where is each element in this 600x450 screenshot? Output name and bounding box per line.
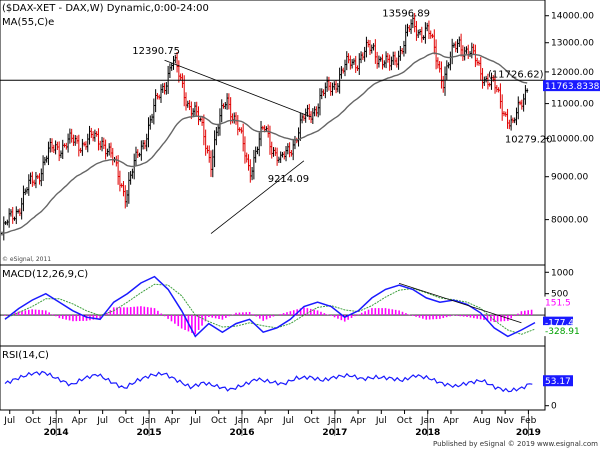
x-tick-label: Jan — [48, 416, 63, 426]
macd-value-badge — [543, 316, 573, 328]
price-y-tick-label: 12000.00 — [551, 68, 594, 78]
x-tick-label: Aug — [473, 416, 491, 426]
footer: Published by eSignal © 2019 www.esignal.… — [433, 440, 598, 448]
rsi-line — [4, 370, 533, 393]
x-tick-label: Apr — [257, 416, 273, 426]
x-tick-label: Oct — [118, 416, 134, 426]
x-tick-label: Jul — [3, 416, 15, 426]
price-annotation: 9214.09 — [268, 174, 309, 185]
x-tick-label: Jan — [234, 416, 249, 426]
x-year-label: 2014 — [44, 428, 69, 438]
rsi-y-tick-label: 0 — [551, 402, 557, 412]
macd-y-tick-label: 500 — [551, 290, 568, 300]
x-tick-label: Jan — [420, 416, 435, 426]
price-y-tick-label: 11000.00 — [551, 100, 594, 110]
rsi-panel: RSI(14,C) 500 53.17 — [0, 345, 573, 412]
macd-value-labels: 151.5 -177.41-328.91 — [543, 296, 580, 337]
ema-55-line — [1, 52, 528, 235]
macd-plot-area — [0, 264, 546, 347]
x-tick-label: Oct — [304, 416, 320, 426]
trendline — [164, 59, 312, 118]
x-year-label: 2017 — [322, 428, 347, 438]
macd-value-label: 151.5 — [545, 299, 571, 309]
moving-average-line — [1, 52, 528, 235]
price-annotation: 13596.89 — [382, 8, 430, 19]
x-year-label: 2015 — [137, 428, 162, 438]
rsi-value-text: 53.17 — [545, 377, 571, 387]
price-bar — [526, 88, 529, 93]
x-axis: Jul Oct Jan Apr Jul Oct Jan Apr Jul Oct Jan Apr Jul O… — [3, 410, 541, 438]
macd-trendline — [398, 283, 522, 324]
rsi-value-badge — [543, 375, 573, 387]
x-year-label: 2018 — [415, 428, 440, 438]
price-y-tick-label: 13000.00 — [551, 39, 594, 49]
price-annotations: (11726.62)11763.8338 12390.75 13596.89 9214… — [0, 8, 600, 234]
price-y-tick-label: 14000.00 — [551, 12, 594, 22]
x-tick-label: Jan — [327, 416, 342, 426]
x-tick-label: Apr — [443, 416, 459, 426]
rsi-series-line — [4, 370, 533, 393]
x-tick-label: Oct — [397, 416, 413, 426]
macd-line — [4, 275, 536, 338]
x-tick-label: Nov — [496, 416, 514, 426]
macd-value-label: -177.41 — [545, 319, 580, 329]
x-tick-label: Jul — [282, 416, 294, 426]
x-tick-label: Jul — [189, 416, 201, 426]
price-y-tick-label: 8000.00 — [551, 216, 588, 226]
last-price-badge — [543, 80, 600, 92]
rsi-title: RSI(14,C) — [2, 350, 49, 361]
trendline — [210, 160, 305, 234]
ma-label: MA(55,C)e — [2, 17, 54, 28]
watermark: © eSignal, 2011 — [2, 256, 51, 263]
x-tick-label: Apr — [350, 416, 366, 426]
macd-value-badge — [543, 296, 573, 308]
x-year-label: 2019 — [516, 428, 541, 438]
x-tick-label: Oct — [25, 416, 41, 426]
x-tick-label: Jul — [375, 416, 387, 426]
macd-title: MACD(12,26,9,C) — [2, 269, 88, 280]
macd-value-label: -328.91 — [545, 327, 580, 337]
horizontal-line-label: (11726.62) — [488, 69, 544, 80]
macd-value-badge — [543, 325, 573, 337]
x-tick-label: Jan — [141, 416, 156, 426]
macd-lines — [4, 275, 536, 338]
macd-panel: MACD(12,26,9,C) 1000 500 151.5 -177.41-328… — [0, 264, 580, 347]
last-price-label: 11763.8338 — [545, 82, 600, 92]
x-year-label: 2016 — [229, 428, 254, 438]
x-tick-label: Apr — [72, 416, 88, 426]
rsi-value-label: 53.17 — [543, 375, 573, 387]
price-annotation: 10279.20 — [505, 134, 553, 145]
price-y-axis: 14000.00 13000.00 12000.00 11000.00 10000.00… — [545, 12, 594, 226]
price-series — [1, 13, 529, 241]
signal-line — [4, 283, 536, 335]
price-chart-title: ($DAX-XET - DAX,W) Dynamic,0:00-24:00 — [2, 3, 209, 14]
price-y-tick-label: 9000.00 — [551, 173, 588, 183]
macd-y-tick-label: 1000 — [551, 268, 574, 278]
x-tick-label: Apr — [165, 416, 181, 426]
x-tick-label: Oct — [211, 416, 227, 426]
rsi-plot-area — [0, 345, 546, 411]
price-y-tick-label: 10000.00 — [551, 134, 594, 144]
price-panel: ($DAX-XET - DAX,W) Dynamic,0:00-24:00 MA… — [0, 0, 600, 266]
price-annotation: 12390.75 — [132, 46, 180, 57]
x-tick-label: Jul — [96, 416, 108, 426]
